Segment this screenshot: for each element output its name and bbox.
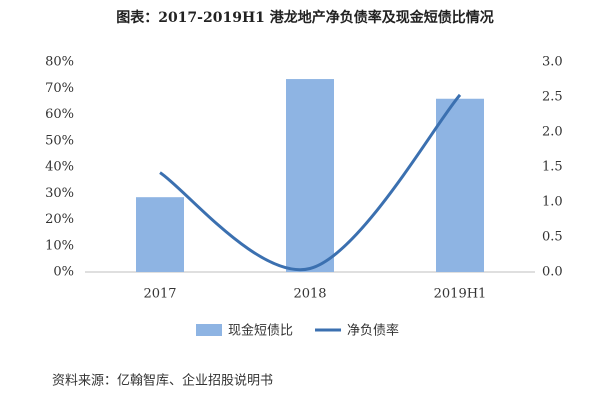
- y2-tick-label: 3.0: [542, 55, 563, 70]
- line: [159, 93, 462, 272]
- y2-tick-label: 1.5: [542, 160, 563, 175]
- y-tick-label: 50%: [45, 133, 74, 148]
- y-tick-label: 0%: [53, 265, 74, 280]
- y2-tick-label: 0.0: [542, 265, 563, 280]
- y2-tick-label: 0.5: [542, 230, 563, 245]
- y-tick-label: 30%: [45, 186, 74, 201]
- y-tick-label: 40%: [45, 160, 74, 175]
- x-tick-label: 2018: [293, 287, 326, 302]
- y-tick-label: 10%: [45, 238, 74, 253]
- x-tick-label: 2019H1: [434, 287, 487, 302]
- bar: [436, 98, 484, 272]
- y-tick-label: 80%: [45, 55, 74, 70]
- source-note: 资料来源：亿翰智库、企业招股说明书: [52, 373, 273, 389]
- legend-label: 净负债率: [347, 323, 399, 339]
- y-tick-label: 70%: [45, 81, 74, 96]
- bar: [286, 79, 334, 272]
- legend-label: 现金短债比: [228, 323, 293, 339]
- x-tick-label: 2017: [143, 287, 176, 302]
- y2-tick-label: 2.5: [542, 90, 563, 105]
- legend-swatch: [196, 324, 222, 336]
- y2-tick-label: 2.0: [542, 125, 563, 140]
- chart-title: 图表：2017-2019H1 港龙地产净负债率及现金短债比情况: [116, 9, 494, 26]
- bar: [136, 197, 184, 272]
- y-tick-label: 20%: [45, 212, 74, 227]
- y2-tick-label: 1.0: [542, 195, 563, 210]
- y-tick-label: 60%: [45, 107, 74, 122]
